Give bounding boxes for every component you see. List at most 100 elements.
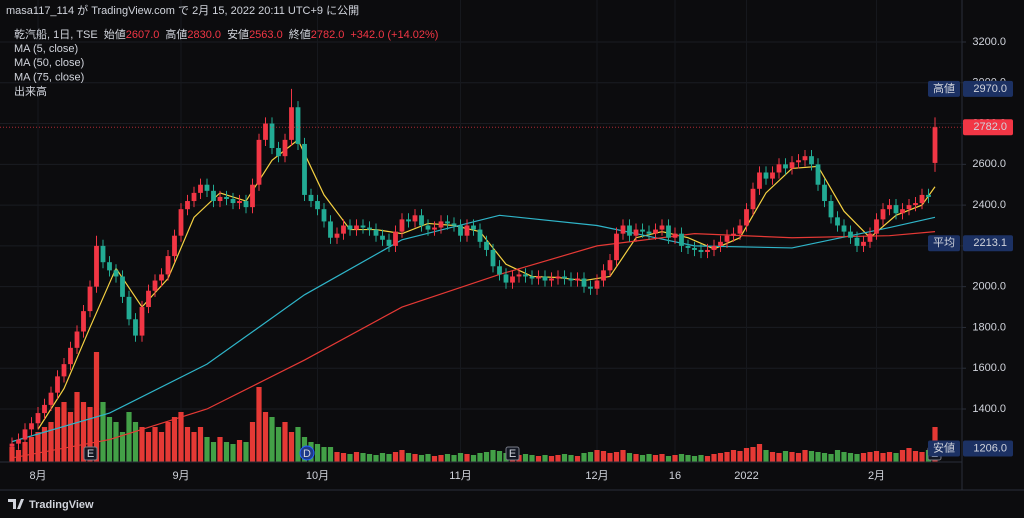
candle-body (289, 107, 294, 140)
candle-body (42, 404, 47, 414)
volume-bar (405, 453, 412, 462)
grid (0, 0, 962, 462)
volume-bar (555, 455, 561, 462)
candle-body (620, 225, 626, 234)
volume-bar (834, 450, 841, 462)
candle-body (776, 164, 782, 173)
volume-bar (444, 454, 451, 462)
candle-body (672, 233, 678, 238)
volume-bar (113, 422, 119, 462)
candle-body (29, 423, 34, 430)
candle-body (133, 319, 138, 336)
volume-bar (210, 442, 217, 462)
candle-body (295, 107, 301, 144)
candle-body (419, 215, 424, 226)
volume-bar (399, 450, 405, 462)
candle-body (477, 229, 483, 242)
candle-body (575, 278, 580, 281)
candle-body (685, 245, 691, 248)
candle-body (360, 225, 366, 228)
y-tick-label: 1600.0 (972, 362, 1006, 374)
candle-body (113, 270, 119, 277)
candle-body (783, 164, 788, 169)
volume-bar (119, 432, 126, 462)
volume-bar (535, 456, 542, 462)
volume-bar (438, 455, 444, 462)
volume-bar (321, 447, 327, 462)
candle-body (81, 311, 86, 332)
volume-bar (769, 452, 776, 462)
volume-bar (672, 455, 678, 462)
volume-bar (893, 453, 899, 462)
published-line: masa117_114 が TradingView.com で 2月 15, 2… (6, 3, 359, 17)
volume-bar (35, 432, 41, 462)
candle-body (9, 443, 15, 447)
x-tick-label: 8月 (29, 470, 46, 482)
volume-bar (730, 450, 737, 462)
volume-bar (184, 427, 191, 462)
symbol: 乾汽船, 1日, TSE (14, 27, 98, 41)
volume-bar (256, 387, 262, 462)
candle-body (373, 229, 379, 236)
field-label: 高値 (165, 27, 187, 41)
candle-body (185, 201, 190, 210)
candle-body (854, 237, 860, 246)
price-label-value: 2213.1 (973, 237, 1007, 249)
volume-bar (678, 454, 685, 462)
candle-body (789, 162, 795, 169)
field-value: 2563.0 (249, 29, 283, 41)
price-label-box (963, 440, 1013, 457)
price-labels: 高値 2970.0 2782.0 平均 2213.1 安値 1206.0 (928, 81, 1013, 457)
candle-body (256, 139, 262, 185)
candle-body (880, 209, 886, 220)
candle-body (367, 227, 372, 230)
y-tick-label: 1400.0 (972, 403, 1006, 415)
volume-bar (249, 422, 256, 462)
volume-bar (860, 453, 867, 462)
indicator-legend: 出来高 (14, 84, 47, 98)
volume-bar (763, 450, 769, 462)
candle-body (243, 201, 249, 208)
volume-bar (171, 417, 178, 462)
candle-body (549, 278, 554, 281)
volume-bar (587, 452, 594, 462)
volume-bar (100, 402, 106, 462)
candle-body (107, 262, 112, 271)
candle-body (516, 274, 522, 277)
candle-body (731, 233, 736, 236)
volume-bar (80, 402, 87, 462)
volume-bar (821, 453, 828, 462)
candle-body (198, 184, 203, 193)
volume-bar (756, 444, 763, 462)
volume-bar (425, 454, 431, 462)
event-box[interactable] (299, 445, 315, 461)
candle-body (633, 229, 639, 236)
candle-body (35, 413, 41, 424)
candle-body (614, 233, 619, 261)
candle-body (68, 347, 73, 365)
event-box[interactable] (83, 446, 98, 461)
candle-body (302, 143, 307, 195)
volume-bar (542, 455, 548, 462)
field-label: 安値 (227, 27, 249, 41)
volume-bar (61, 402, 67, 462)
candle-body (900, 209, 905, 214)
volume-bar (87, 407, 93, 462)
event-box[interactable] (505, 446, 520, 461)
candle-body (152, 280, 158, 291)
x-tick-label: 10月 (306, 470, 329, 482)
volume-bar (22, 442, 28, 462)
volume-bar (288, 432, 295, 462)
candle-body (211, 190, 216, 202)
candle-body (581, 278, 587, 287)
volume-bar (880, 453, 886, 462)
candle-body (815, 164, 821, 185)
volume-bar (366, 454, 373, 462)
volume-bar (314, 444, 321, 462)
candle-body (802, 156, 808, 161)
candle-body (61, 364, 67, 377)
volume-bar (457, 453, 464, 462)
volume-bar (698, 455, 704, 462)
volume-bar (776, 453, 782, 462)
candle-body (432, 227, 437, 230)
